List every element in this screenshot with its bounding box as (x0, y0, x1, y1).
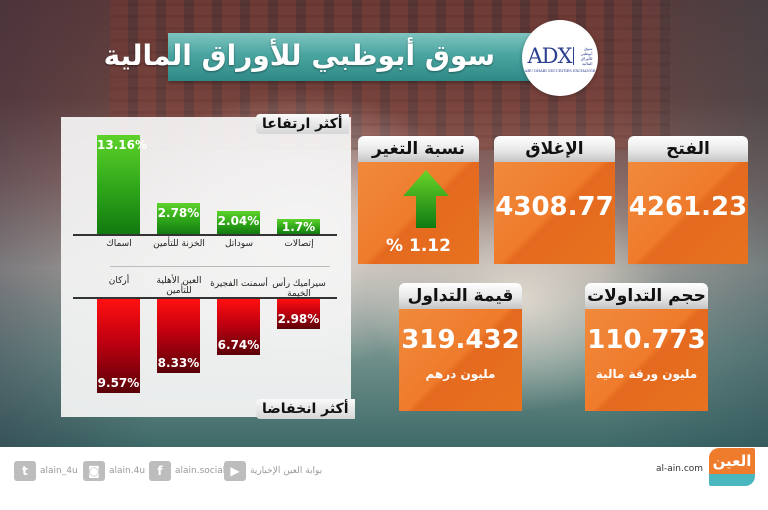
facebook-icon: f (149, 461, 171, 481)
open-body: 4261.23 (628, 162, 748, 264)
close-value: 4308.77 (495, 192, 614, 222)
loser-name: أسمنت الفجيرة (210, 279, 268, 289)
change-value: % 1.12 (386, 236, 451, 256)
change-stat: نسبة التغير % 1.12 (358, 136, 479, 264)
arrow-up-icon (403, 170, 449, 228)
gainer-name: سوداتل (224, 239, 254, 249)
turnover-stat: قيمة التداول 319.432 مليون درهم (399, 283, 522, 411)
gainer-name: اسماك (106, 239, 132, 249)
open-label: الفتح (628, 136, 748, 162)
loser-name: العين الأهلية للتأمين (156, 276, 202, 296)
bar-value: 6.74% (217, 338, 260, 352)
social-label: alain_4u (40, 466, 78, 476)
volume-stat: حجم التداولات 110.773 مليون ورقة مالية (585, 283, 708, 411)
close-stat: الإغلاق 4308.77 (494, 136, 615, 264)
bar-value: 2.04% (217, 214, 260, 228)
footer: t alain_4u ◙ alain.4u f alain.social ▶ ب… (0, 447, 768, 510)
loser-bar: 2.98% (277, 299, 320, 329)
logo-divider (573, 46, 575, 65)
gainer-name: إتصالات (284, 239, 314, 249)
bar-value: 2.78% (157, 206, 200, 220)
social-label: alain.social (175, 466, 226, 476)
gainer-bar: 2.04% (217, 211, 260, 234)
brand-stripe (709, 474, 755, 486)
bar-value: 1.7% (281, 220, 316, 234)
instagram-icon: ◙ (83, 461, 105, 481)
adx-logo: ADX سوق أبوظبي للأوراق المالية ABU DHABI… (522, 20, 598, 96)
volume-label: حجم التداولات (585, 283, 708, 309)
social-label: بوابة العين الإخبارية (250, 466, 323, 476)
turnover-unit: مليون درهم (425, 367, 496, 381)
open-stat: الفتح 4261.23 (628, 136, 748, 264)
site-url[interactable]: al-ain.com (656, 464, 704, 474)
youtube-icon: ▶ (224, 461, 246, 481)
loser-name: سيراميك رأس الخيمة (272, 279, 326, 299)
panel-divider (110, 266, 330, 267)
logo-arabic: سوق أبوظبي للأوراق المالية (580, 45, 593, 66)
top-losers-title: أكثر انخفاضا (256, 399, 355, 419)
page-title: سوق أبوظبي للأوراق المالية (103, 39, 495, 72)
close-label: الإغلاق (494, 136, 615, 162)
bar-value: 13.16% (97, 138, 147, 152)
loser-bar: 8.33% (157, 299, 200, 373)
change-label: نسبة التغير (358, 136, 479, 162)
social-label: alain.4u (109, 466, 146, 476)
volume-value: 110.773 (587, 325, 706, 355)
gainer-name: الخزنة للتأمين (153, 239, 205, 249)
turnover-value: 319.432 (401, 325, 520, 355)
logo-english: ABU DHABI SECURITIES EXCHANGE (524, 68, 596, 73)
title-banner: سوق أبوظبي للأوراق المالية (104, 33, 543, 81)
loser-bar: 6.74% (217, 299, 260, 355)
logo-abbr: ADX (527, 43, 573, 68)
gainer-bar: 13.16% (97, 135, 147, 234)
bar-value: 8.33% (157, 356, 200, 370)
social-facebook[interactable]: f alain.social (149, 461, 225, 481)
turnover-label: قيمة التداول (399, 283, 522, 309)
gainers-axis (73, 234, 337, 236)
bar-value: 2.98% (277, 312, 320, 326)
volume-unit: مليون ورقة مالية (595, 367, 698, 381)
losers-axis (73, 297, 337, 299)
change-body: % 1.12 (358, 162, 479, 264)
bar-value: 9.57% (97, 376, 140, 390)
social-youtube[interactable]: ▶ بوابة العين الإخبارية (224, 461, 322, 481)
gainer-bar: 2.78% (157, 203, 200, 234)
open-value: 4261.23 (628, 192, 748, 222)
close-body: 4308.77 (494, 162, 615, 264)
social-instagram[interactable]: ◙ alain.4u (83, 461, 145, 481)
loser-name: أركان (108, 276, 130, 286)
social-twitter[interactable]: t alain_4u (14, 461, 78, 481)
loser-bar: 9.57% (97, 299, 140, 393)
volume-body: 110.773 مليون ورقة مالية (585, 309, 708, 411)
turnover-body: 319.432 مليون درهم (399, 309, 522, 411)
al-ain-logo: العين (709, 448, 755, 486)
top-gainers-title: أكثر ارتفاعا (256, 114, 349, 134)
twitter-icon: t (14, 461, 36, 481)
gainer-bar: 1.7% (277, 219, 320, 234)
brand-text: العين (709, 448, 755, 474)
